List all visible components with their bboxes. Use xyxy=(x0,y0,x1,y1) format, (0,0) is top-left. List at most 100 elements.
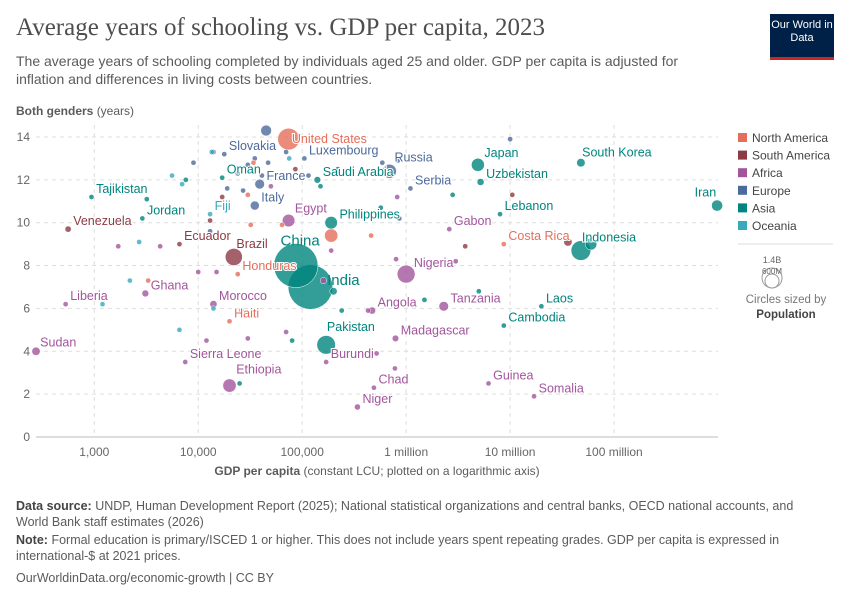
point-label: Somalia xyxy=(539,381,584,395)
data-point xyxy=(260,124,272,137)
data-point xyxy=(250,159,257,166)
data-point xyxy=(136,239,142,245)
point-label: Guinea xyxy=(493,368,533,382)
x-axis-label: GDP per capita (constant LCU; plotted on… xyxy=(214,464,539,478)
data-point xyxy=(62,301,69,307)
point-label: Uzbekistan xyxy=(486,167,548,181)
data-point xyxy=(373,350,380,357)
point-label: Haiti xyxy=(234,306,259,320)
point-label: Ethiopia xyxy=(236,363,281,377)
data-point xyxy=(507,136,513,142)
point-label: Laos xyxy=(546,291,573,305)
y-tick-label: 2 xyxy=(23,387,30,401)
point-label: Iran xyxy=(695,186,717,200)
data-point xyxy=(485,380,492,387)
data-point xyxy=(371,384,377,391)
data-point xyxy=(365,307,371,314)
point-label: Morocco xyxy=(219,289,267,303)
data-point xyxy=(576,158,586,168)
data-point xyxy=(176,327,183,333)
data-point xyxy=(500,241,507,247)
data-point xyxy=(471,158,485,172)
x-tick-label: 10 million xyxy=(485,445,536,459)
point-label: Chad xyxy=(379,373,409,387)
y-tick-label: 8 xyxy=(23,259,30,273)
data-point xyxy=(407,185,414,192)
data-point xyxy=(334,166,341,172)
point-label: Ecuador xyxy=(184,229,231,243)
legend-label: Africa xyxy=(752,166,783,180)
x-tick-label: 100,000 xyxy=(280,445,324,459)
data-point xyxy=(711,199,723,212)
y-axis-label: Both genders (years) xyxy=(16,104,134,118)
data-point xyxy=(289,337,295,344)
point-label: Sierra Leone xyxy=(190,347,262,361)
data-point xyxy=(438,301,449,312)
data-point xyxy=(452,258,459,265)
point-label: Tanzania xyxy=(451,291,501,305)
legend-swatch xyxy=(738,150,747,160)
data-point xyxy=(207,228,213,235)
logo-text: Our World in Data xyxy=(771,19,833,44)
data-point xyxy=(277,128,300,151)
data-point xyxy=(292,166,299,172)
data-point xyxy=(143,196,150,202)
data-point xyxy=(250,200,260,211)
source-url[interactable]: OurWorldinData.org/economic-growth | CC … xyxy=(16,571,274,585)
x-tick-label: 1 million xyxy=(384,445,428,459)
data-point xyxy=(273,243,319,288)
point-label: Italy xyxy=(261,191,285,205)
data-point xyxy=(396,215,403,222)
point-label: Honduras xyxy=(242,259,296,273)
owid-logo[interactable]: Our World in Data xyxy=(770,14,834,60)
point-label: Liberia xyxy=(70,289,108,303)
data-point xyxy=(283,329,289,335)
point-label: Indonesia xyxy=(582,231,636,245)
data-point xyxy=(141,289,150,298)
point-label: Ghana xyxy=(151,278,189,292)
data-point xyxy=(377,204,384,211)
point-label: Gabon xyxy=(454,214,492,228)
point-label: Costa Rica xyxy=(508,229,569,243)
y-tick-label: 0 xyxy=(23,430,30,444)
data-point xyxy=(259,172,265,179)
data-point xyxy=(323,359,329,365)
data-point xyxy=(396,264,416,284)
data-point xyxy=(449,191,456,198)
y-tick-label: 14 xyxy=(17,130,31,144)
point-label: Pakistan xyxy=(327,320,375,334)
data-point xyxy=(282,214,296,228)
y-tick-label: 6 xyxy=(23,301,30,315)
data-point xyxy=(190,159,197,166)
y-tick-label: 4 xyxy=(23,344,30,358)
data-point xyxy=(234,170,241,177)
data-point xyxy=(179,181,185,187)
data-point xyxy=(203,337,210,344)
legend-label: North America xyxy=(752,131,828,145)
point-label: India xyxy=(327,272,360,289)
data-point xyxy=(210,305,217,312)
point-label: Madagascar xyxy=(401,323,470,337)
point-label: Russia xyxy=(394,150,432,164)
data-point xyxy=(247,221,254,228)
data-point xyxy=(182,176,189,183)
point-label: Philippines xyxy=(339,208,399,222)
data-point xyxy=(379,159,386,166)
data-point xyxy=(446,226,453,232)
data-point xyxy=(64,225,72,233)
data-point xyxy=(157,243,163,250)
data-point xyxy=(268,183,274,190)
point-label: United States xyxy=(292,132,367,146)
x-tick-label: 1,000 xyxy=(79,445,109,459)
legend-swatch xyxy=(738,221,747,230)
data-point xyxy=(382,163,397,179)
note: Note: Formal education is primary/ISCED … xyxy=(16,533,780,563)
data-point xyxy=(392,365,398,372)
legend-label: Asia xyxy=(752,201,776,215)
data-point xyxy=(221,151,228,157)
point-label: Saudi Arabia xyxy=(323,165,394,179)
legend-label: Europe xyxy=(752,184,791,198)
data-point xyxy=(224,185,231,192)
